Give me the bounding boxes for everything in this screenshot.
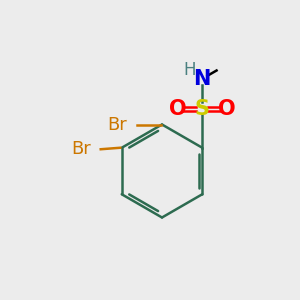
Text: O: O — [218, 99, 236, 119]
Text: N: N — [194, 69, 211, 89]
Text: S: S — [195, 99, 210, 119]
Text: Br: Br — [107, 116, 127, 134]
Text: O: O — [169, 99, 187, 119]
Text: H: H — [183, 61, 196, 79]
Text: Br: Br — [71, 140, 91, 158]
